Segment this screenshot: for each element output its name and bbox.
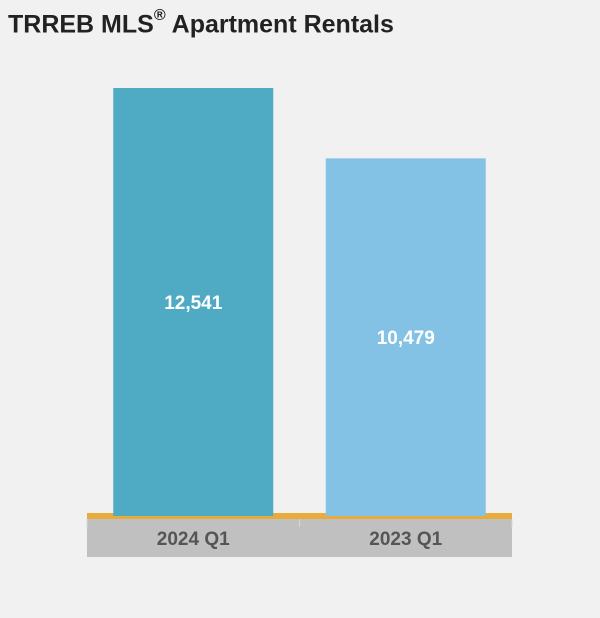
category-label: 2023 Q1 — [369, 529, 442, 550]
chart-title-rest: Apartment Rentals — [165, 10, 394, 39]
bar-value-label: 12,541 — [164, 293, 223, 314]
labels: 12,541 2024 Q1 10,479 2023 Q1 — [157, 293, 443, 550]
chart-title: TRREB MLS® Apartment Rentals — [8, 7, 394, 39]
chart-title-main: TRREB MLS — [8, 10, 154, 39]
registered-mark: ® — [153, 7, 166, 24]
x-axis-line — [87, 513, 512, 519]
bar-2023-q1 — [325, 158, 486, 516]
bars — [113, 88, 486, 516]
category-label: 2024 Q1 — [157, 529, 230, 550]
bar-2024-q1 — [113, 88, 274, 516]
x-axis — [86, 513, 513, 527]
bar-value-label: 10,479 — [377, 328, 435, 349]
